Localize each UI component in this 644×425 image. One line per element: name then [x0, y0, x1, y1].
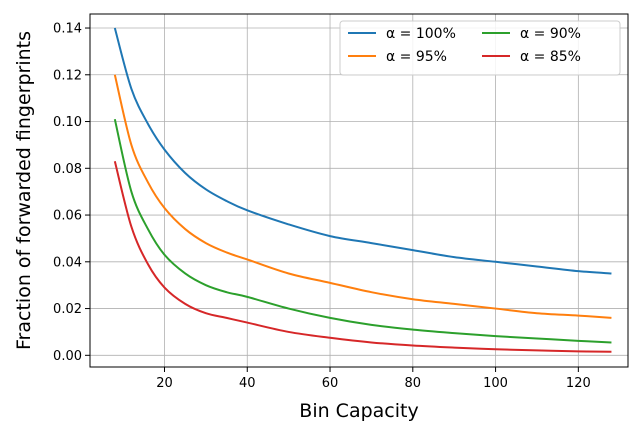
legend-box: [339, 20, 621, 76]
plot-frame: [89, 13, 629, 368]
y-tick-label: 0.08: [53, 162, 82, 177]
x-tick-label: 20: [156, 376, 173, 391]
axis-ticks: 20 40 60 80 100 120 0.00 0.02 0.04 0.06 0.08 0.10 0.…: [53, 22, 591, 391]
x-tick-label: 120: [566, 376, 591, 391]
x-tick-label: 80: [405, 376, 422, 391]
x-axis-label: Bin Capacity: [299, 400, 418, 422]
series-line-3: [113, 161, 612, 353]
legend: α = 100% α = 95% α = 90% α = 85%: [339, 20, 621, 76]
y-tick-label: 0.14: [53, 22, 82, 37]
y-tick-label: 0.06: [53, 209, 82, 224]
y-tick-label: 0.12: [53, 68, 82, 83]
y-axis-label: Fraction of forwarded fingerprints: [13, 31, 35, 350]
legend-label-1: α = 95%: [386, 49, 447, 65]
legend-label-0: α = 100%: [386, 26, 456, 42]
y-tick-label: 0.10: [53, 115, 82, 130]
y-tick-label: 0.02: [53, 302, 82, 317]
y-tick-label: 0.04: [53, 255, 82, 270]
series-line-0: [113, 27, 612, 275]
y-tick-label: 0.00: [53, 349, 82, 364]
x-tick-label: 60: [322, 376, 339, 391]
legend-label-3: α = 85%: [520, 49, 581, 65]
legend-label-2: α = 90%: [520, 26, 581, 42]
x-tick-label: 40: [239, 376, 256, 391]
series-lines: [113, 27, 612, 353]
series-line-1: [113, 74, 612, 319]
series-line-2: [113, 118, 612, 344]
x-tick-label: 100: [483, 376, 508, 391]
